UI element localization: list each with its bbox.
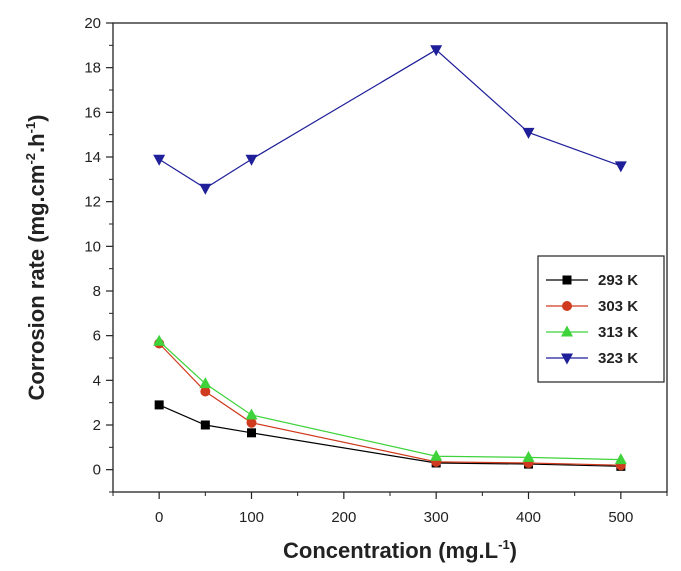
y-tick-label: 20 bbox=[84, 15, 101, 32]
y-tick-label: 6 bbox=[93, 328, 101, 345]
x-axis-title: Concentration (mg.L-1) bbox=[283, 537, 517, 563]
legend-label: 303 K bbox=[598, 298, 638, 315]
x-tick-label: 300 bbox=[424, 509, 449, 526]
series-313-k bbox=[153, 334, 627, 465]
data-point bbox=[522, 127, 535, 139]
y-tick-label: 0 bbox=[93, 462, 101, 479]
series-line bbox=[158, 404, 621, 467]
data-point bbox=[245, 408, 258, 420]
y-tick-label: 12 bbox=[84, 194, 101, 211]
data-point bbox=[430, 449, 443, 461]
series-line bbox=[158, 49, 622, 189]
legend: 293 K 303 K 313 K 323 K bbox=[537, 255, 665, 383]
y-axis-title: Corrosion rate (mg.cm-2.h-1) bbox=[23, 115, 49, 401]
series-323-k bbox=[153, 45, 627, 195]
data-point bbox=[430, 45, 443, 57]
data-point bbox=[614, 453, 627, 465]
legend-label: 293 K bbox=[598, 272, 638, 289]
data-point bbox=[200, 420, 210, 430]
y-tick-label: 16 bbox=[84, 104, 101, 121]
y-tick-label: 18 bbox=[84, 60, 101, 77]
data-point bbox=[614, 161, 627, 173]
data-point bbox=[154, 400, 164, 410]
data-point bbox=[200, 386, 211, 397]
x-tick-label: 100 bbox=[239, 509, 264, 526]
data-point bbox=[199, 183, 212, 195]
data-point bbox=[522, 450, 535, 462]
legend-box bbox=[537, 255, 665, 383]
legend-label: 313 K bbox=[598, 324, 638, 341]
ticks: 0 100 200 300 400 500 0 2 4 6 8 10 12 14 16 18 20 bbox=[84, 15, 668, 526]
legend-marker bbox=[561, 353, 573, 365]
series-line bbox=[158, 340, 621, 461]
x-tick-label: 400 bbox=[516, 509, 541, 526]
data-point bbox=[199, 377, 212, 389]
data-point bbox=[153, 334, 166, 346]
y-tick-label: 2 bbox=[93, 417, 101, 434]
legend-label: 323 K bbox=[598, 350, 638, 367]
data-point bbox=[247, 428, 256, 438]
y-tick-label: 14 bbox=[84, 149, 101, 166]
series-293-k bbox=[154, 400, 626, 471]
data-point bbox=[246, 417, 257, 428]
legend-marker bbox=[562, 275, 572, 285]
data-point bbox=[245, 154, 258, 166]
series-line bbox=[158, 343, 621, 466]
y-tick-label: 10 bbox=[84, 238, 101, 255]
x-tick-label: 500 bbox=[608, 509, 633, 526]
axis-titles: Concentration (mg.L-1) Corrosion rate (mg… bbox=[23, 115, 517, 563]
y-tick-label: 8 bbox=[93, 283, 101, 300]
data-point bbox=[153, 154, 166, 166]
series-group bbox=[153, 45, 627, 471]
x-tick-label: 200 bbox=[331, 509, 356, 526]
x-tick-label: 0 bbox=[155, 509, 163, 526]
legend-marker bbox=[561, 325, 573, 337]
legend-marker bbox=[562, 301, 572, 311]
y-tick-label: 4 bbox=[93, 372, 101, 389]
